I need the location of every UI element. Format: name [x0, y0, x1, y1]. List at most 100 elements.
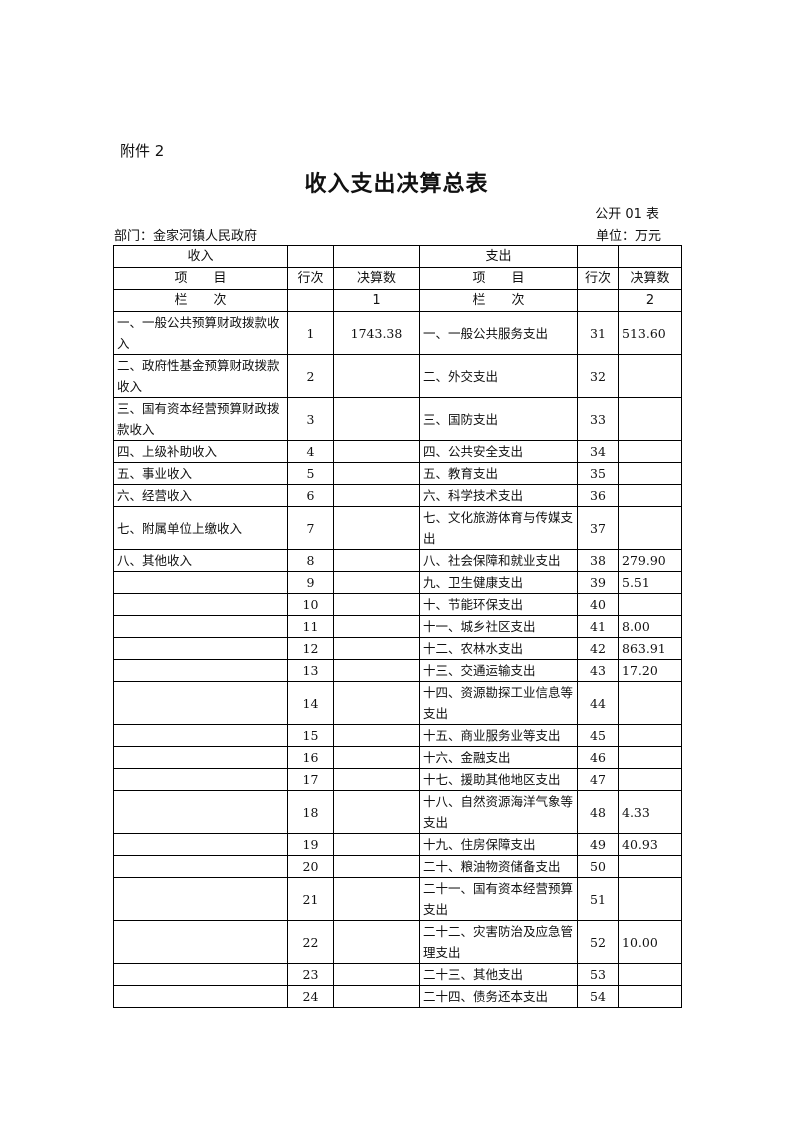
expense-line-cell: 45 [577, 724, 619, 747]
unit-label: 单位：万元 [595, 229, 661, 244]
table-row: 24 二十四、债务还本支出 54 [113, 985, 682, 1008]
expense-amount-cell [618, 681, 682, 725]
income-item-cell [113, 659, 288, 682]
income-header: 收入 [113, 245, 288, 268]
expense-amount-cell [618, 877, 682, 921]
table-row: 18 十八、自然资源海洋气象等支出 48 4.33 [113, 790, 682, 834]
expense-item-cell: 一、一般公共服务支出 [419, 311, 578, 355]
income-item-cell [113, 877, 288, 921]
expense-item-cell: 十五、商业服务业等支出 [419, 724, 578, 747]
expense-line-cell: 46 [577, 746, 619, 769]
expense-amount-cell [618, 768, 682, 791]
expense-amount-cell: 5.51 [618, 571, 682, 594]
income-line-cell: 1 [287, 311, 334, 355]
income-line-cell: 6 [287, 484, 334, 507]
income-item-cell [113, 637, 288, 660]
expense-item-cell: 二十一、国有资本经营预算支出 [419, 877, 578, 921]
expense-amount-cell: 4.33 [618, 790, 682, 834]
expense-amount-cell: 8.00 [618, 615, 682, 638]
income-amount-cell [333, 833, 420, 856]
income-expense-table: 收入 支出 项 目 行次 决算数 项 目 行次 决算数 栏 次 1 栏 次 2 … [113, 245, 682, 1008]
income-column-number: 1 [333, 289, 420, 312]
expense-amount-cell [618, 746, 682, 769]
expense-line-cell: 54 [577, 985, 619, 1008]
empty-cell [577, 245, 619, 268]
table-row: 六、经营收入 6 六、科学技术支出 36 [113, 484, 682, 507]
income-amount-cell [333, 571, 420, 594]
income-amount-cell [333, 659, 420, 682]
income-amount-header: 决算数 [333, 267, 420, 290]
income-line-cell: 24 [287, 985, 334, 1008]
income-item-cell: 七、附属单位上缴收入 [113, 506, 288, 550]
expense-line-cell: 36 [577, 484, 619, 507]
income-amount-cell [333, 855, 420, 878]
expense-line-cell: 35 [577, 462, 619, 485]
income-item-cell: 八、其他收入 [113, 549, 288, 572]
expense-item-cell: 二十三、其他支出 [419, 963, 578, 986]
expense-item-cell: 十六、金融支出 [419, 746, 578, 769]
header-row-column-numbers: 栏 次 1 栏 次 2 [113, 289, 682, 312]
expense-item-cell: 三、国防支出 [419, 397, 578, 441]
income-item-cell [113, 985, 288, 1008]
expense-line-cell: 43 [577, 659, 619, 682]
income-amount-cell [333, 506, 420, 550]
expense-item-cell: 二十四、债务还本支出 [419, 985, 578, 1008]
income-line-cell: 19 [287, 833, 334, 856]
table-row: 五、事业收入 5 五、教育支出 35 [113, 462, 682, 485]
attachment-label: 附件 2 [120, 142, 165, 160]
expense-item-cell: 十二、农林水支出 [419, 637, 578, 660]
income-line-cell: 9 [287, 571, 334, 594]
expense-line-cell: 33 [577, 397, 619, 441]
expense-item-cell: 四、公共安全支出 [419, 440, 578, 463]
income-amount-cell [333, 985, 420, 1008]
table-row: 15 十五、商业服务业等支出 45 [113, 724, 682, 747]
income-line-cell: 11 [287, 615, 334, 638]
income-line-cell: 13 [287, 659, 334, 682]
income-line-cell: 4 [287, 440, 334, 463]
empty-cell [287, 289, 334, 312]
table-row: 一、一般公共预算财政拨款收入 1 1743.38 一、一般公共服务支出 31 513.60 [113, 311, 682, 355]
expense-line-cell: 34 [577, 440, 619, 463]
expense-header: 支出 [419, 245, 578, 268]
page-title: 收入支出决算总表 [304, 172, 489, 197]
expense-item-cell: 十四、资源勘探工业信息等支出 [419, 681, 578, 725]
expense-item-cell: 二、外交支出 [419, 354, 578, 398]
income-amount-cell [333, 681, 420, 725]
income-item-cell [113, 833, 288, 856]
expense-line-cell: 51 [577, 877, 619, 921]
empty-cell [618, 245, 682, 268]
expense-line-cell: 40 [577, 593, 619, 616]
expense-line-cell: 49 [577, 833, 619, 856]
income-amount-cell [333, 637, 420, 660]
income-item-cell [113, 746, 288, 769]
table-row: 23 二十三、其他支出 53 [113, 963, 682, 986]
income-line-cell: 16 [287, 746, 334, 769]
income-amount-cell [333, 354, 420, 398]
income-line-cell: 15 [287, 724, 334, 747]
expense-item-cell: 十七、援助其他地区支出 [419, 768, 578, 791]
income-item-cell [113, 768, 288, 791]
income-amount-cell [333, 440, 420, 463]
expense-line-cell: 37 [577, 506, 619, 550]
income-column-label: 栏 次 [113, 289, 288, 312]
income-amount-cell [333, 877, 420, 921]
income-amount-cell [333, 724, 420, 747]
income-amount-cell: 1743.38 [333, 311, 420, 355]
expense-item-cell: 十九、住房保障支出 [419, 833, 578, 856]
table-row: 12 十二、农林水支出 42 863.91 [113, 637, 682, 660]
income-item-cell: 四、上级补助收入 [113, 440, 288, 463]
expense-column-label: 栏 次 [419, 289, 578, 312]
table-row: 10 十、节能环保支出 40 [113, 593, 682, 616]
income-item-cell [113, 681, 288, 725]
expense-line-cell: 48 [577, 790, 619, 834]
income-line-cell: 17 [287, 768, 334, 791]
income-line-cell: 8 [287, 549, 334, 572]
table-row: 二、政府性基金预算财政拨款收入 2 二、外交支出 32 [113, 354, 682, 398]
expense-line-header: 行次 [577, 267, 619, 290]
table-row: 八、其他收入 8 八、社会保障和就业支出 38 279.90 [113, 549, 682, 572]
income-line-cell: 5 [287, 462, 334, 485]
income-amount-cell [333, 963, 420, 986]
income-line-cell: 22 [287, 920, 334, 964]
expense-amount-cell: 10.00 [618, 920, 682, 964]
table-row: 9 九、卫生健康支出 39 5.51 [113, 571, 682, 594]
